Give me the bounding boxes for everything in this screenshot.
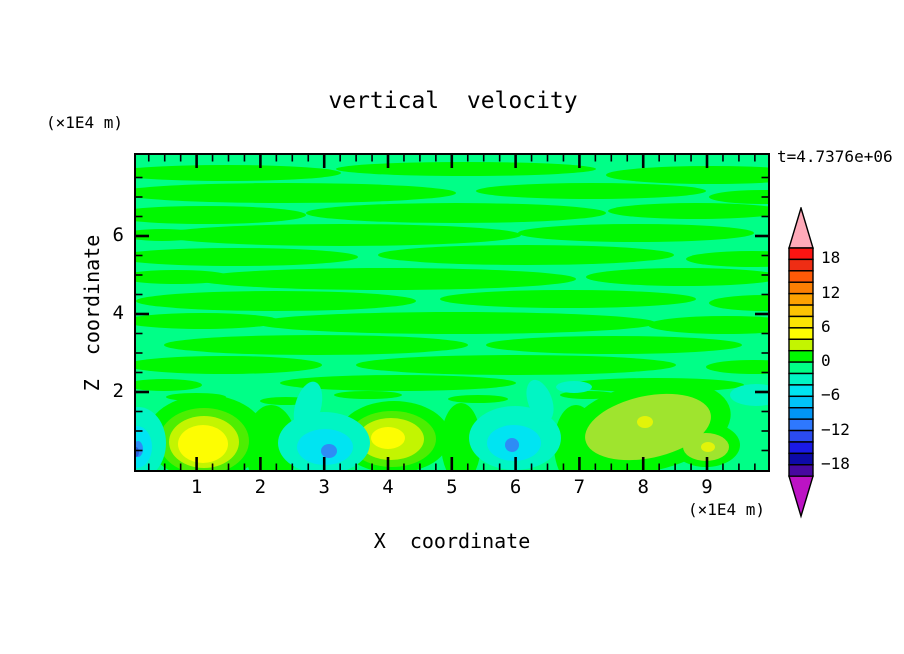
colorbar-tick-label: 18 xyxy=(821,248,841,268)
field-stripe xyxy=(136,379,202,391)
field-stripe xyxy=(256,312,656,334)
field-stripe xyxy=(440,290,696,308)
x-tick-label: 8 xyxy=(637,476,649,498)
field-blob-turquoise xyxy=(730,384,768,406)
colorbar-segment xyxy=(788,395,814,409)
field-stripe xyxy=(518,224,754,242)
field-stripe xyxy=(476,183,706,199)
x-axis-title: X coordinate xyxy=(373,529,531,553)
colorbar-segment xyxy=(788,349,814,363)
field-blob-turquoise xyxy=(556,381,592,393)
y-tick-label: 6 xyxy=(112,224,124,246)
time-stamp-label: t=4.7376e+06 xyxy=(777,147,893,166)
field-stripe xyxy=(334,391,402,399)
field-blob-yellowspeck xyxy=(637,416,653,428)
colorbar-segment xyxy=(788,304,814,318)
field-stripe xyxy=(136,356,322,374)
colorbar-segment xyxy=(788,384,814,398)
field-blob-dodger xyxy=(505,438,519,452)
field-stripe xyxy=(136,270,231,284)
y-axis-unit-label: (×1E4 m) xyxy=(46,113,124,132)
x-tick-label: 4 xyxy=(382,476,394,498)
colorbar-over-arrow xyxy=(788,207,814,249)
x-tick-label: 7 xyxy=(573,476,586,498)
x-tick-label: 9 xyxy=(701,476,713,498)
field-stripe xyxy=(136,229,202,241)
colorbar-segment xyxy=(788,464,814,477)
x-axis-unit-label: (×1E4 m) xyxy=(688,500,766,519)
field-blob-turquoise xyxy=(293,381,323,433)
field-blob-yellowspeck xyxy=(701,442,715,452)
colorbar-tick-label: −12 xyxy=(821,419,850,439)
colorbar-segment xyxy=(788,315,814,329)
x-tick-label: 6 xyxy=(509,476,522,498)
field-stripe xyxy=(648,316,768,334)
colorbar-segment xyxy=(788,270,814,283)
y-tick-label: 2 xyxy=(112,380,124,402)
plot-area xyxy=(134,153,770,472)
colorbar-tick-label: 12 xyxy=(821,282,841,302)
field-stripe xyxy=(486,336,742,354)
colorbar-segment xyxy=(788,338,814,352)
field-stripe xyxy=(606,166,768,184)
colorbar-segment xyxy=(788,361,814,375)
field-stripe xyxy=(164,335,468,355)
colorbar-segment xyxy=(788,441,814,455)
colorbar-segment xyxy=(788,407,814,420)
x-tick-label: 2 xyxy=(254,476,267,498)
field-stripe xyxy=(306,203,606,223)
field-stripe xyxy=(136,183,456,203)
colorbar-segment xyxy=(788,452,814,466)
colorbar-segment xyxy=(788,327,814,340)
field-stripe xyxy=(686,251,768,267)
field-stripe xyxy=(586,268,768,286)
field-stripe xyxy=(136,165,341,181)
field-blob-yellow xyxy=(178,425,228,463)
colorbar-segment xyxy=(788,372,814,386)
colorbar-tick-label: 0 xyxy=(821,351,831,371)
colorbar-segment xyxy=(788,258,814,272)
x-tick-label: 3 xyxy=(318,476,330,498)
field-stripe xyxy=(136,291,416,311)
colorbar xyxy=(788,207,814,519)
colorbar-tick-label: −6 xyxy=(821,385,841,405)
contour-field-svg xyxy=(136,155,768,470)
colorbar-segment xyxy=(788,429,814,443)
field-stripe xyxy=(709,295,768,311)
field-stripe xyxy=(136,206,306,224)
field-blob-lime xyxy=(441,403,481,470)
field-blob-deepblue xyxy=(136,447,139,457)
field-stripe xyxy=(378,245,674,265)
field-blob-dodger xyxy=(321,444,337,458)
field-stripe xyxy=(196,268,576,290)
colorbar-segment xyxy=(788,281,814,295)
y-tick-label: 4 xyxy=(112,302,124,324)
field-stripe xyxy=(280,375,516,391)
field-stripe xyxy=(136,313,280,329)
field-blob-cyan xyxy=(136,426,152,468)
colorbar-tick-label: 6 xyxy=(821,316,831,336)
colorbar-segment xyxy=(788,418,814,432)
field-blob-turquoise xyxy=(526,379,554,423)
field-stripe xyxy=(709,190,768,204)
field-stripe xyxy=(336,162,596,176)
field-stripe xyxy=(161,224,521,246)
colorbar-segment xyxy=(788,292,814,306)
field-stripe xyxy=(136,248,358,266)
chart-title: vertical velocity xyxy=(328,88,578,114)
field-stripe xyxy=(608,203,768,219)
colorbar-segment xyxy=(788,247,814,261)
x-tick-label: 5 xyxy=(446,476,458,498)
colorbar-under-arrow xyxy=(788,475,814,519)
x-tick-label: 1 xyxy=(190,476,203,498)
field-blob-yellow xyxy=(371,427,405,449)
field-stripe xyxy=(706,360,768,374)
field-stripe xyxy=(356,355,676,375)
field-stripe xyxy=(448,395,508,403)
colorbar-tick-label: −18 xyxy=(821,453,850,473)
